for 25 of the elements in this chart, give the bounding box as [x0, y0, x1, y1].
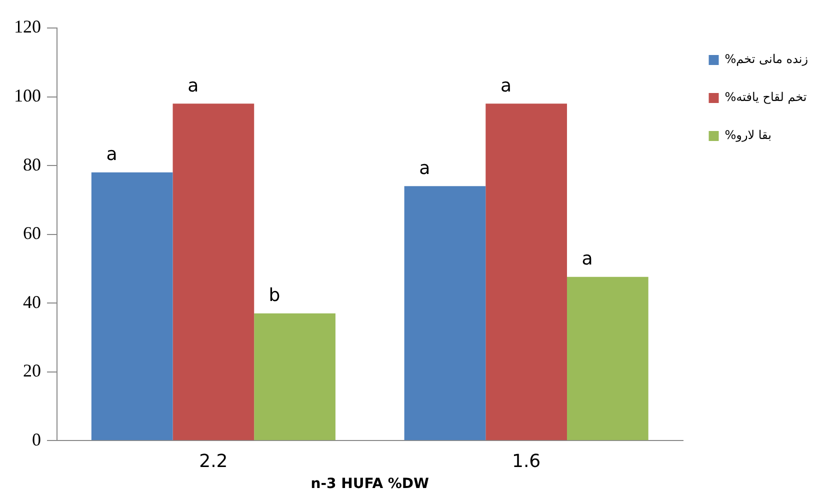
x-tick-label: 2.2 [199, 451, 228, 472]
data-label: a [188, 75, 199, 96]
legend-label: %زنده مانی تخم [724, 52, 808, 66]
data-label: b [268, 285, 280, 306]
y-tick-label: 120 [14, 16, 41, 37]
legend-label: %بقا لارو [724, 128, 772, 142]
bar [404, 186, 486, 440]
y-tick-label: 0 [32, 429, 41, 450]
bar [172, 104, 254, 440]
x-tick-label: 1.6 [512, 451, 541, 472]
data-label: a [500, 75, 512, 96]
bar [486, 104, 567, 440]
y-tick-label: 80 [23, 154, 41, 174]
data-label: a [419, 158, 430, 179]
y-tick-label: 20 [23, 360, 41, 381]
bar [91, 172, 173, 440]
x-axis-title: n-3 HUFA %DW [310, 476, 429, 492]
y-tick-label: 100 [14, 86, 41, 106]
y-tick-label: 40 [23, 292, 41, 312]
data-label: a [582, 248, 593, 270]
bar [566, 276, 648, 440]
legend-label: %تخم لقاح یافته [724, 90, 807, 104]
y-tick-label: 60 [23, 223, 41, 244]
data-label: a [106, 144, 118, 166]
bar [254, 313, 336, 440]
